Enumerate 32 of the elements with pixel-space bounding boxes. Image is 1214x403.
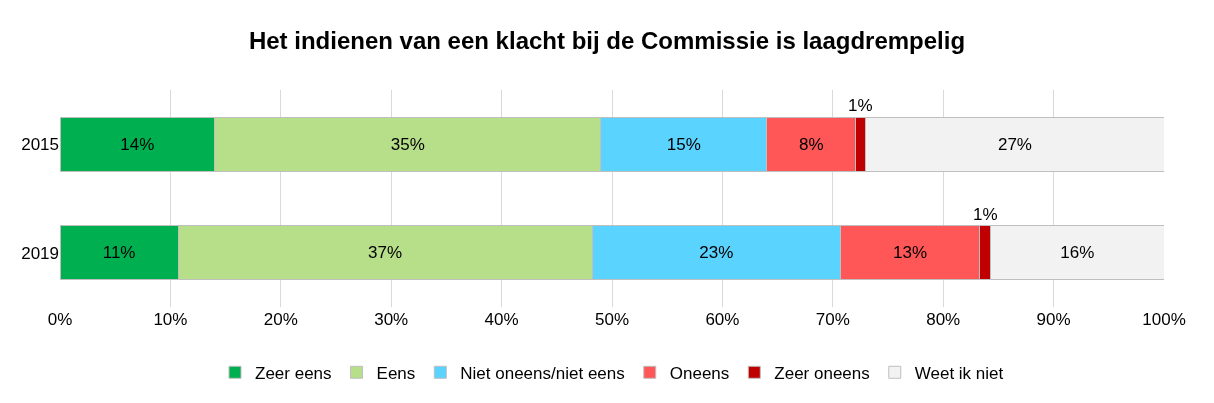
data-label: 14% — [120, 134, 155, 154]
data-label: 1% — [848, 96, 873, 115]
data-label: 23% — [699, 243, 734, 263]
legend-label: Oneens — [669, 363, 730, 383]
data-label: 13% — [893, 243, 928, 263]
legend-label: Niet oneens/niet eens — [460, 363, 625, 383]
x-tick-label: 100% — [1142, 310, 1186, 329]
data-label: 16% — [1060, 243, 1095, 263]
legend-label: Eens — [376, 363, 416, 383]
y-tick-label: 2015 — [21, 135, 59, 155]
x-tick-label: 70% — [815, 310, 850, 329]
data-label: 8% — [798, 134, 824, 154]
x-tick-label: 0% — [47, 310, 73, 329]
y-tick-label: 2019 — [21, 243, 59, 263]
x-tick-label: 80% — [926, 310, 961, 329]
legend-label: Zeer oneens — [774, 363, 870, 383]
data-label: 1% — [973, 205, 998, 224]
x-tick-label: 20% — [263, 310, 298, 329]
x-tick-label: 90% — [1036, 310, 1071, 329]
data-label: 15% — [666, 134, 701, 154]
legend-label: Zeer eens — [255, 363, 332, 383]
data-label: 37% — [368, 243, 403, 263]
data-label: 35% — [390, 134, 425, 154]
legend-label: Weet ik niet — [914, 363, 1004, 383]
x-tick-label: 40% — [484, 310, 519, 329]
data-label: 11% — [102, 243, 136, 263]
x-tick-label: 50% — [594, 310, 630, 329]
x-tick-label: 60% — [705, 310, 740, 329]
chart-title: Het indienen van een klacht bij de Commissie is laagdrempelig — [248, 26, 966, 54]
x-tick-label: 30% — [374, 310, 409, 329]
x-tick-label: 10% — [153, 310, 188, 329]
data-label: 27% — [997, 134, 1032, 154]
